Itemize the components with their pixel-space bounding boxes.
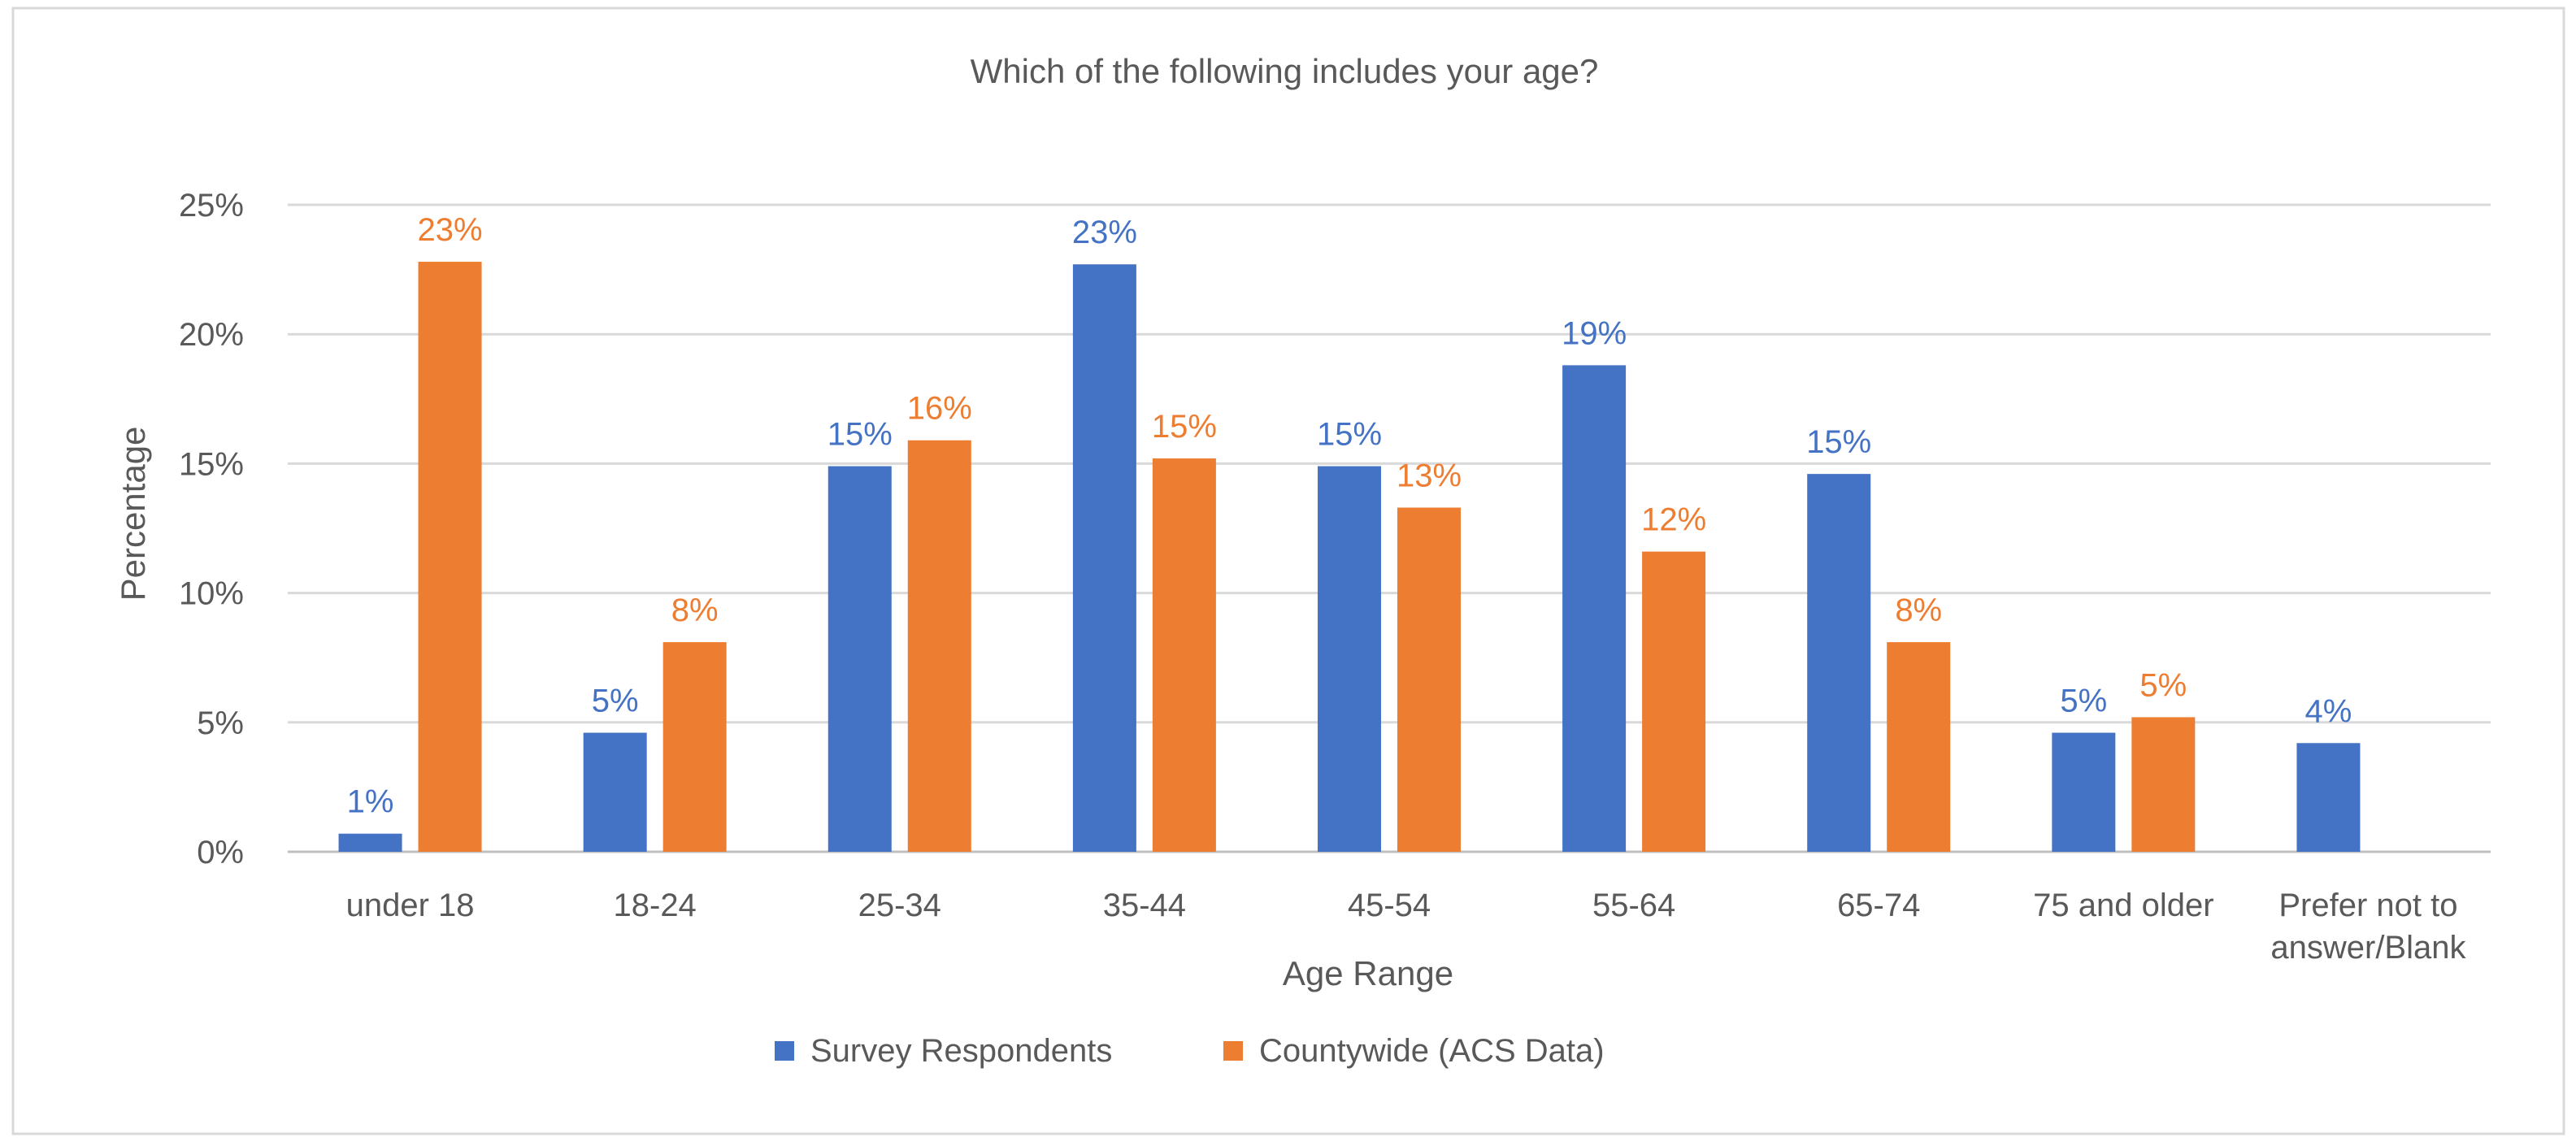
- x-axis-title: Age Range: [1283, 954, 1453, 992]
- legend-swatch: [775, 1041, 794, 1061]
- bar-survey: [2052, 732, 2116, 852]
- data-label: 5%: [2139, 667, 2187, 703]
- data-label: 8%: [1895, 593, 1942, 628]
- bar-countywide: [2131, 717, 2196, 852]
- y-axis-tick-labels: 0% 5% 10% 15% 20% 25%: [179, 188, 244, 870]
- data-label: 4%: [2305, 693, 2352, 729]
- data-labels: 1% 23% 5% 8% 15% 16% 23% 15% 15% 13% 19% 12% 15% 8% 5%…: [347, 212, 2352, 820]
- bar-survey: [338, 833, 402, 852]
- x-tick-label: Prefer not to answer/Blank: [2270, 888, 2466, 966]
- x-tick-label: 65-74: [1837, 888, 1920, 923]
- x-tick-label: 45-54: [1348, 888, 1431, 923]
- bar-survey: [828, 466, 892, 852]
- x-tick-label: 35-44: [1103, 888, 1186, 923]
- chart-title: Which of the following includes your age…: [971, 52, 1599, 90]
- bar-countywide: [1397, 507, 1461, 852]
- x-tick-label: 75 and older: [2033, 888, 2213, 923]
- data-label: 16%: [907, 391, 972, 427]
- data-label: 15%: [1152, 409, 1217, 445]
- bar-survey: [583, 732, 647, 852]
- y-tick-label: 0%: [197, 835, 244, 870]
- y-tick-label: 5%: [197, 705, 244, 741]
- data-label: 5%: [592, 684, 639, 719]
- bar-survey: [1562, 365, 1627, 853]
- bar-countywide: [418, 262, 482, 853]
- data-label: 15%: [828, 417, 893, 453]
- data-label: 12%: [1641, 502, 1706, 538]
- bar-countywide: [1152, 458, 1216, 852]
- bar-survey: [1318, 466, 1381, 852]
- data-label: 15%: [1317, 417, 1382, 453]
- data-label: 8%: [671, 593, 719, 628]
- bar-countywide: [907, 440, 971, 852]
- x-axis-tick-labels: under 18 18-24 25-34 35-44 45-54 55-64 65-74 75…: [346, 888, 2467, 966]
- data-label: 23%: [1072, 215, 1137, 250]
- data-label: 15%: [1806, 424, 1871, 460]
- legend-label: Survey Respondents: [810, 1033, 1112, 1069]
- data-label: 19%: [1562, 315, 1627, 351]
- bars: [338, 262, 2361, 853]
- data-label: 1%: [347, 784, 394, 820]
- y-tick-label: 25%: [179, 188, 244, 224]
- gridlines: [288, 203, 2491, 853]
- x-tick-label: 55-64: [1592, 888, 1675, 923]
- bar-survey: [2296, 743, 2361, 852]
- y-tick-label: 10%: [179, 576, 244, 612]
- legend-swatch: [1223, 1041, 1243, 1061]
- x-tick-label: 25-34: [858, 888, 941, 923]
- y-tick-label: 20%: [179, 317, 244, 353]
- bar-countywide: [1642, 551, 1706, 852]
- data-label: 13%: [1397, 458, 1462, 494]
- bar-countywide: [662, 642, 727, 852]
- y-tick-label: 15%: [179, 446, 244, 482]
- data-label: 23%: [418, 212, 483, 248]
- y-axis-title: Percentage: [114, 427, 152, 601]
- bar-survey: [1807, 474, 1871, 852]
- legend-label: Countywide (ACS Data): [1259, 1033, 1605, 1069]
- bar-countywide: [1887, 642, 1951, 852]
- legend: Survey Respondents Countywide (ACS Data): [775, 1033, 1605, 1069]
- bar-survey: [1072, 264, 1136, 852]
- data-label: 5%: [2060, 684, 2107, 719]
- x-tick-label: under 18: [346, 888, 475, 923]
- x-tick-label: 18-24: [614, 888, 697, 923]
